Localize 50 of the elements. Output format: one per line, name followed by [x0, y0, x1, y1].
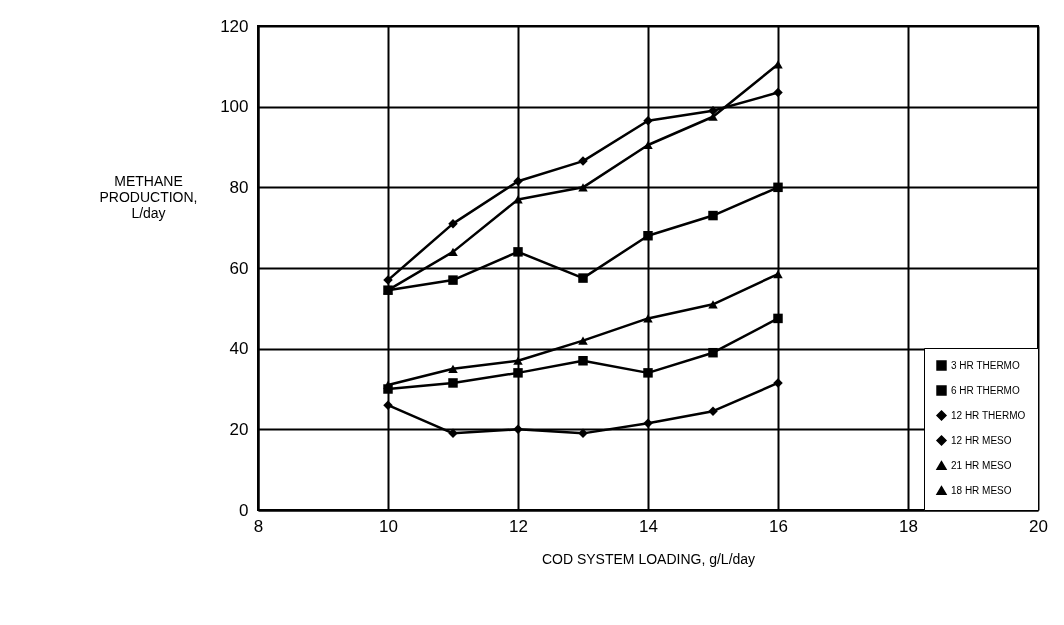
point	[513, 176, 523, 187]
point	[708, 210, 718, 221]
point	[773, 269, 783, 279]
point	[643, 418, 653, 429]
point	[708, 347, 718, 358]
point	[513, 195, 523, 204]
legend-label: 12 HR MESO	[951, 434, 1012, 446]
point	[643, 140, 653, 150]
point	[643, 230, 653, 241]
legend-label: 18 HR MESO	[951, 484, 1012, 496]
x-tick-label: 16	[769, 516, 788, 536]
x-tick-label: 12	[509, 516, 528, 536]
point	[448, 378, 458, 388]
x-axis-title: COD SYSTEM LOADING, g/L/day	[541, 550, 756, 567]
point	[513, 247, 523, 257]
point	[513, 368, 523, 378]
point	[773, 87, 783, 98]
point	[773, 313, 783, 324]
x-tick-label: 10	[379, 516, 398, 536]
x-tick-label: 20	[1029, 516, 1048, 536]
point	[578, 428, 588, 439]
y-tick-label: 120	[220, 16, 249, 36]
point	[513, 424, 523, 435]
point	[448, 364, 458, 373]
point	[448, 218, 458, 229]
y-tick-label: 80	[229, 177, 249, 197]
legend-label: 12 HR THERMO	[951, 409, 1026, 421]
legend-label: 6 HR THERMO	[951, 384, 1020, 396]
x-tick-label: 8	[253, 516, 264, 536]
point	[643, 314, 653, 323]
legend-label: 3 HR THERMO	[951, 359, 1020, 371]
y-tick-label: 0	[239, 500, 249, 520]
x-tick-label: 14	[639, 516, 658, 536]
x-tick-label: 18	[899, 516, 918, 536]
point	[578, 336, 588, 345]
point	[773, 182, 783, 193]
point	[708, 105, 718, 116]
y-axis-title: METHANE PRODUCTION, L/day	[99, 172, 198, 221]
point	[643, 368, 653, 378]
legend-label: 21 HR MESO	[951, 459, 1012, 471]
point	[578, 273, 588, 283]
point	[448, 275, 458, 285]
point	[578, 356, 588, 366]
point	[448, 247, 458, 256]
y-tick-label: 60	[229, 258, 249, 278]
point	[513, 356, 523, 365]
y-tick-label: 40	[229, 339, 249, 359]
y-tick-label: 100	[220, 97, 249, 117]
point	[448, 428, 458, 439]
y-tick-label: 20	[229, 419, 249, 439]
